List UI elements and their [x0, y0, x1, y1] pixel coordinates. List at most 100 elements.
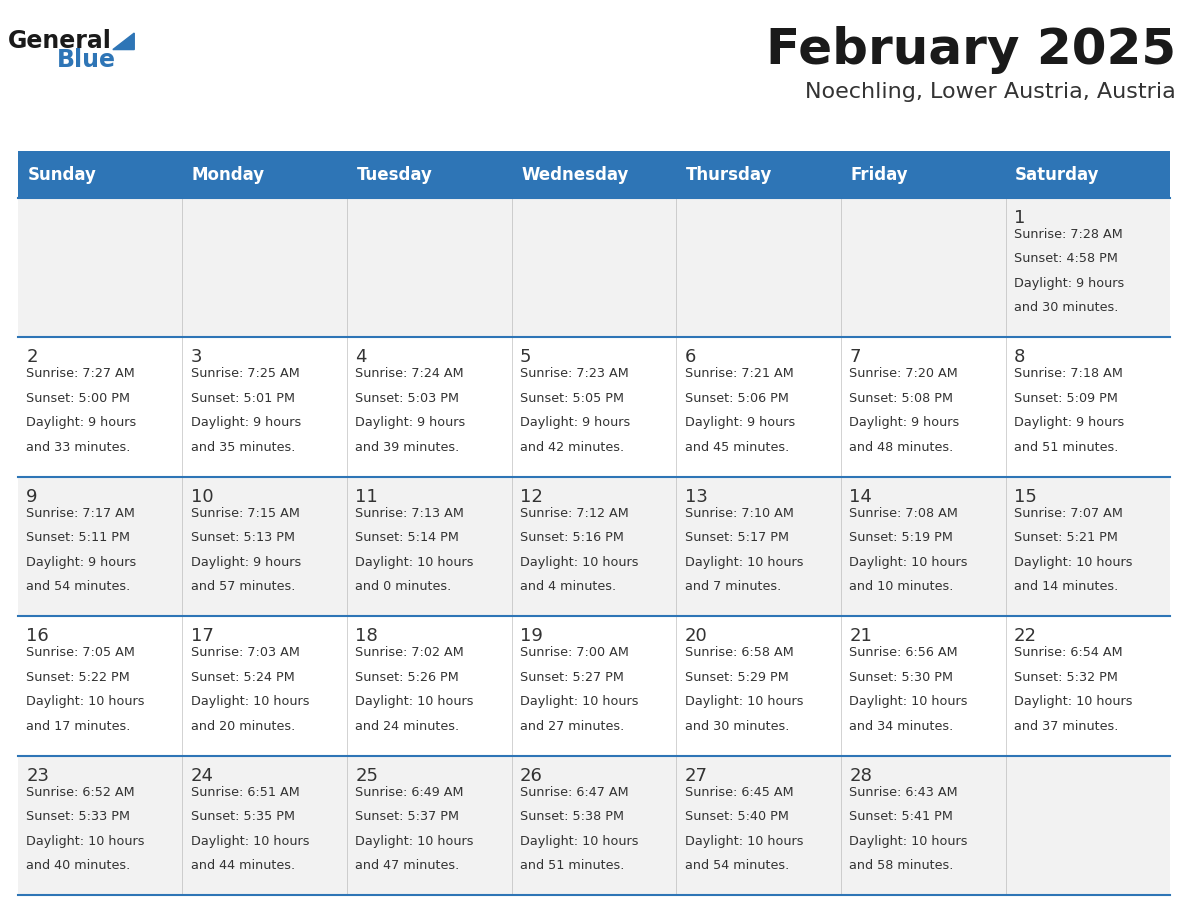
Text: 11: 11 — [355, 487, 378, 506]
Text: Sunset: 5:32 PM: Sunset: 5:32 PM — [1013, 671, 1118, 684]
Text: Sunset: 5:01 PM: Sunset: 5:01 PM — [191, 392, 295, 405]
Text: Daylight: 10 hours: Daylight: 10 hours — [849, 834, 968, 847]
Bar — [18, 151, 1170, 197]
Text: Sunset: 5:40 PM: Sunset: 5:40 PM — [684, 811, 789, 823]
Text: 7: 7 — [849, 348, 861, 366]
Text: February 2025: February 2025 — [766, 27, 1176, 74]
Text: Daylight: 10 hours: Daylight: 10 hours — [520, 695, 638, 708]
Text: Daylight: 10 hours: Daylight: 10 hours — [684, 695, 803, 708]
Text: Saturday: Saturday — [1015, 165, 1100, 184]
Text: Daylight: 9 hours: Daylight: 9 hours — [1013, 416, 1124, 430]
Text: Daylight: 9 hours: Daylight: 9 hours — [1013, 276, 1124, 290]
Text: and 33 minutes.: and 33 minutes. — [26, 441, 131, 453]
Text: Daylight: 10 hours: Daylight: 10 hours — [355, 555, 474, 568]
Text: and 51 minutes.: and 51 minutes. — [1013, 441, 1118, 453]
Text: 16: 16 — [26, 627, 49, 645]
Text: 25: 25 — [355, 767, 379, 785]
Text: Sunrise: 7:18 AM: Sunrise: 7:18 AM — [1013, 367, 1123, 380]
Text: and 10 minutes.: and 10 minutes. — [849, 580, 954, 593]
Text: and 47 minutes.: and 47 minutes. — [355, 859, 460, 872]
Text: Daylight: 10 hours: Daylight: 10 hours — [684, 555, 803, 568]
Text: and 48 minutes.: and 48 minutes. — [849, 441, 954, 453]
Text: Sunset: 5:13 PM: Sunset: 5:13 PM — [191, 532, 295, 544]
Text: 3: 3 — [191, 348, 202, 366]
Text: Sunrise: 7:28 AM: Sunrise: 7:28 AM — [1013, 228, 1123, 241]
Text: 1: 1 — [1013, 208, 1025, 227]
Text: Sunrise: 7:21 AM: Sunrise: 7:21 AM — [684, 367, 794, 380]
Text: Sunrise: 6:47 AM: Sunrise: 6:47 AM — [520, 786, 628, 799]
Text: Sunrise: 7:12 AM: Sunrise: 7:12 AM — [520, 507, 628, 520]
Text: Daylight: 10 hours: Daylight: 10 hours — [355, 834, 474, 847]
Text: General: General — [7, 29, 112, 53]
Text: Sunrise: 7:08 AM: Sunrise: 7:08 AM — [849, 507, 959, 520]
Text: Daylight: 10 hours: Daylight: 10 hours — [191, 834, 309, 847]
Bar — [18, 756, 1170, 895]
Text: Daylight: 9 hours: Daylight: 9 hours — [26, 416, 137, 430]
Text: Sunset: 5:22 PM: Sunset: 5:22 PM — [26, 671, 129, 684]
Text: 10: 10 — [191, 487, 214, 506]
Text: 20: 20 — [684, 627, 707, 645]
Bar — [18, 476, 1170, 616]
Text: Sunrise: 6:52 AM: Sunrise: 6:52 AM — [26, 786, 134, 799]
Text: Sunrise: 6:45 AM: Sunrise: 6:45 AM — [684, 786, 794, 799]
Text: 14: 14 — [849, 487, 872, 506]
Text: Sunset: 5:06 PM: Sunset: 5:06 PM — [684, 392, 789, 405]
Text: and 58 minutes.: and 58 minutes. — [849, 859, 954, 872]
Text: Sunrise: 6:56 AM: Sunrise: 6:56 AM — [849, 646, 958, 659]
Text: and 54 minutes.: and 54 minutes. — [684, 859, 789, 872]
Text: Daylight: 9 hours: Daylight: 9 hours — [191, 416, 301, 430]
Text: Daylight: 9 hours: Daylight: 9 hours — [849, 416, 960, 430]
Text: Noechling, Lower Austria, Austria: Noechling, Lower Austria, Austria — [805, 82, 1176, 102]
Text: and 27 minutes.: and 27 minutes. — [520, 720, 624, 733]
Text: Sunset: 5:37 PM: Sunset: 5:37 PM — [355, 811, 460, 823]
Text: and 14 minutes.: and 14 minutes. — [1013, 580, 1118, 593]
Text: Sunrise: 7:05 AM: Sunrise: 7:05 AM — [26, 646, 135, 659]
Text: Sunset: 5:41 PM: Sunset: 5:41 PM — [849, 811, 953, 823]
Text: Sunrise: 7:23 AM: Sunrise: 7:23 AM — [520, 367, 628, 380]
Text: Sunrise: 7:25 AM: Sunrise: 7:25 AM — [191, 367, 299, 380]
Bar — [18, 337, 1170, 476]
Text: Wednesday: Wednesday — [522, 165, 628, 184]
Text: Daylight: 10 hours: Daylight: 10 hours — [26, 834, 145, 847]
Text: Daylight: 10 hours: Daylight: 10 hours — [849, 695, 968, 708]
Text: and 20 minutes.: and 20 minutes. — [191, 720, 295, 733]
Text: Monday: Monday — [192, 165, 265, 184]
Text: Sunset: 5:35 PM: Sunset: 5:35 PM — [191, 811, 295, 823]
Text: Daylight: 9 hours: Daylight: 9 hours — [26, 555, 137, 568]
Text: 13: 13 — [684, 487, 708, 506]
Text: Sunset: 5:05 PM: Sunset: 5:05 PM — [520, 392, 624, 405]
Text: Sunrise: 7:10 AM: Sunrise: 7:10 AM — [684, 507, 794, 520]
Text: and 7 minutes.: and 7 minutes. — [684, 580, 781, 593]
Bar — [18, 197, 1170, 337]
Text: Sunrise: 7:00 AM: Sunrise: 7:00 AM — [520, 646, 628, 659]
Text: Sunset: 5:11 PM: Sunset: 5:11 PM — [26, 532, 131, 544]
Text: and 0 minutes.: and 0 minutes. — [355, 580, 451, 593]
Text: Blue: Blue — [57, 48, 116, 72]
Text: 21: 21 — [849, 627, 872, 645]
Text: Daylight: 10 hours: Daylight: 10 hours — [849, 555, 968, 568]
Text: 19: 19 — [520, 627, 543, 645]
Text: Sunrise: 6:54 AM: Sunrise: 6:54 AM — [1013, 646, 1123, 659]
Text: Thursday: Thursday — [685, 165, 772, 184]
Text: Sunset: 5:09 PM: Sunset: 5:09 PM — [1013, 392, 1118, 405]
Text: 8: 8 — [1013, 348, 1025, 366]
Text: 26: 26 — [520, 767, 543, 785]
Text: 5: 5 — [520, 348, 531, 366]
Text: Daylight: 10 hours: Daylight: 10 hours — [1013, 555, 1132, 568]
Text: and 42 minutes.: and 42 minutes. — [520, 441, 624, 453]
Text: and 30 minutes.: and 30 minutes. — [1013, 301, 1118, 314]
Text: and 4 minutes.: and 4 minutes. — [520, 580, 617, 593]
Text: Sunset: 5:33 PM: Sunset: 5:33 PM — [26, 811, 131, 823]
Text: Daylight: 10 hours: Daylight: 10 hours — [684, 834, 803, 847]
Text: 23: 23 — [26, 767, 49, 785]
Text: Sunrise: 7:27 AM: Sunrise: 7:27 AM — [26, 367, 135, 380]
Text: 22: 22 — [1013, 627, 1037, 645]
Text: Daylight: 10 hours: Daylight: 10 hours — [520, 834, 638, 847]
Text: Sunset: 5:00 PM: Sunset: 5:00 PM — [26, 392, 131, 405]
Text: Sunset: 4:58 PM: Sunset: 4:58 PM — [1013, 252, 1118, 265]
Text: and 30 minutes.: and 30 minutes. — [684, 720, 789, 733]
Text: 27: 27 — [684, 767, 708, 785]
Text: and 51 minutes.: and 51 minutes. — [520, 859, 625, 872]
Text: Daylight: 10 hours: Daylight: 10 hours — [191, 695, 309, 708]
Text: Sunset: 5:30 PM: Sunset: 5:30 PM — [849, 671, 953, 684]
